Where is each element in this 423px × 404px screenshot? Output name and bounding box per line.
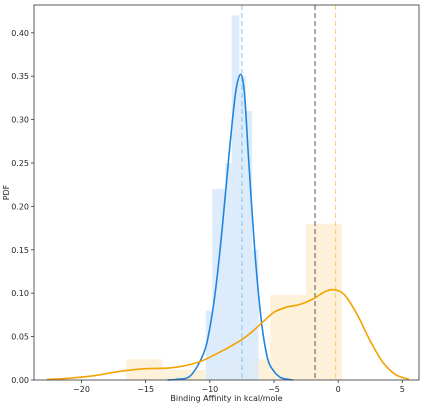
x-tick-label: −20 (73, 385, 90, 394)
y-tick-label: 0.15 (11, 246, 29, 255)
x-tick-label: 0 (336, 385, 341, 394)
blue-hist-bar-7 (252, 249, 259, 380)
y-tick-label: 0.10 (11, 289, 29, 298)
y-tick-label: 0.00 (11, 376, 29, 385)
blue-hist-bar-6 (245, 110, 253, 381)
blue-hist-bar-3 (225, 162, 232, 380)
y-tick-label: 0.05 (11, 333, 29, 342)
y-tick-label: 0.30 (11, 116, 29, 125)
blue-hist-bar-2 (218, 189, 226, 380)
y-tick-label: 0.35 (11, 72, 29, 81)
orange-kde-line (46, 288, 409, 381)
y-tick-label: 0.20 (11, 202, 29, 211)
x-tick-label: −10 (201, 385, 218, 394)
blue-hist-bar-0 (205, 310, 213, 380)
blue-hist-bar-4 (231, 15, 240, 381)
y-axis-ticks: 0.00 0.05 0.10 0.15 0.20 0.25 0.30 0.35 0.40 (11, 29, 34, 385)
orange-hist-bar-4 (270, 294, 307, 380)
x-axis-ticks: −20 −15 −10 −5 0 5 (73, 380, 405, 394)
y-tick-label: 0.25 (11, 159, 29, 168)
kde-curves (46, 73, 409, 381)
blue-hist-bar-5 (239, 76, 246, 381)
x-axis-label: Binding Affinity in kcal/mole (170, 394, 282, 403)
y-axis-label: PDF (2, 184, 11, 200)
orange-hist-bar-5 (306, 223, 342, 380)
y-tick-label: 0.40 (11, 29, 29, 38)
reference-lines (241, 5, 337, 380)
x-tick-label: −15 (137, 385, 154, 394)
blue-kde-line (167, 73, 294, 381)
orange-hist-bar-1 (162, 369, 199, 380)
x-tick-label: −5 (268, 385, 280, 394)
plot-frame (33, 4, 420, 381)
x-tick-label: 5 (400, 385, 405, 394)
